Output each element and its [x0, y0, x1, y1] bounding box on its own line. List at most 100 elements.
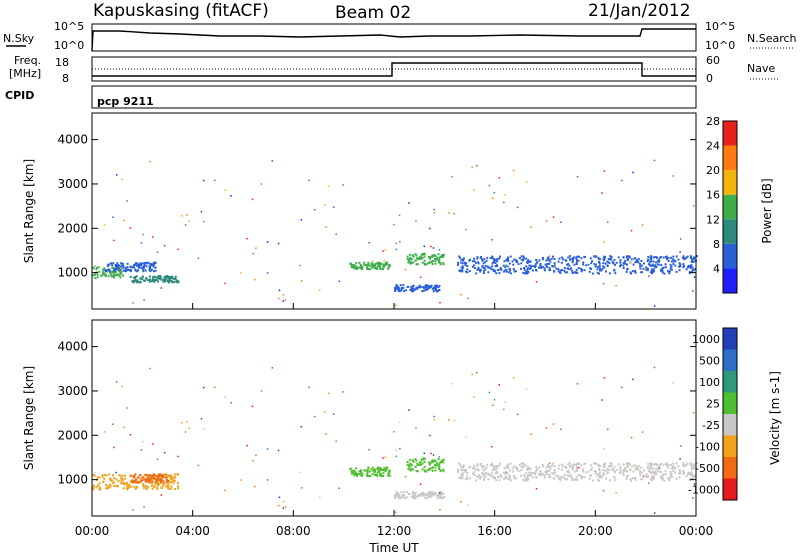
velocity-echo-point	[388, 474, 391, 477]
power-echo-point	[133, 264, 136, 267]
velocity-echo-point	[374, 473, 377, 476]
velocity-noise-point	[433, 415, 435, 418]
power-noise-point	[433, 208, 435, 211]
velocity-echo-point	[394, 495, 397, 498]
power-echo-point	[130, 269, 133, 272]
velocity-noise-point	[535, 488, 538, 490]
power-echo-point	[579, 267, 582, 270]
power-echo-point	[96, 273, 99, 276]
velocity-echo-point	[411, 496, 414, 499]
power-echo-point	[508, 267, 511, 270]
power-echo-point	[662, 256, 665, 259]
velocity-echo-point	[177, 487, 180, 490]
power-echo-point	[376, 265, 379, 268]
power-echo-point	[608, 261, 611, 264]
power-echo-point	[412, 290, 415, 293]
power-echo-point	[380, 262, 383, 265]
power-echo-point	[561, 258, 564, 261]
power-echo-point	[142, 265, 145, 268]
velocity-echo-point	[437, 494, 440, 497]
power-echo-point	[546, 262, 549, 265]
power-noise-point	[163, 244, 166, 247]
power-echo-point	[478, 268, 481, 271]
power-echo-point	[93, 274, 96, 277]
power-echo-point	[639, 263, 642, 266]
power-echo-point	[122, 266, 125, 269]
power-noise-point	[549, 255, 551, 257]
power-echo-point	[545, 259, 548, 262]
power-echo-point	[473, 264, 476, 267]
velocity-echo-point	[174, 488, 177, 491]
power-echo-point	[427, 284, 430, 287]
velocity-noise-point	[408, 409, 410, 411]
power-echo-point	[383, 263, 386, 266]
velocity-echo-point	[410, 463, 413, 466]
velocity-echo-point	[607, 465, 610, 468]
power-echo-point	[415, 286, 418, 289]
velocity-echo-point	[553, 471, 556, 474]
velocity-noise-point	[525, 388, 528, 391]
power-noise-point	[103, 224, 106, 226]
power-noise-point	[602, 282, 605, 285]
velocity-echo-point	[125, 482, 128, 485]
power-noise-point	[552, 216, 555, 218]
power-echo-point	[528, 260, 531, 263]
power-echo-point	[410, 261, 413, 264]
power-echo-point	[547, 258, 550, 261]
velocity-echo-point	[659, 476, 662, 479]
velocity-echo-point	[167, 482, 170, 485]
velocity-echo-point	[153, 486, 156, 489]
power-echo-point	[382, 268, 385, 271]
power-echo-point	[479, 270, 482, 273]
velocity-echo-point	[539, 472, 542, 475]
velocity-noise-point	[493, 398, 496, 401]
velocity-echo-point	[459, 463, 462, 466]
power-echo-point	[591, 272, 594, 275]
power-echo-point	[499, 255, 502, 258]
velocity-echo-point	[423, 465, 426, 468]
freq-left-tick-top: 18	[55, 56, 69, 69]
velocity-noise-point	[202, 386, 205, 389]
velocity-echo-point	[637, 465, 640, 468]
velocity-echo-point	[663, 479, 666, 482]
velocity-echo-point	[535, 468, 538, 471]
power-echo-point	[652, 264, 655, 267]
noise-left-tick-top: 10^5	[54, 20, 84, 33]
velocity-echo-point	[645, 473, 648, 476]
power-echo-point	[482, 262, 485, 265]
velocity-noise-point	[143, 506, 145, 508]
power-echo-point	[461, 262, 464, 265]
power-echo-point	[111, 264, 114, 267]
velocity-echo-point	[109, 479, 112, 482]
time-tick-label: 16:00	[477, 524, 512, 538]
velocity-echo-point	[650, 465, 653, 468]
velocity-echo-point	[506, 472, 509, 475]
power-echo-point	[418, 256, 421, 259]
velocity-echo-point	[96, 476, 99, 479]
power-echo-point	[135, 275, 138, 278]
velocity-echo-point	[619, 468, 622, 471]
power-echo-point	[374, 267, 377, 270]
velocity-echo-point	[428, 490, 431, 493]
power-noise-point	[129, 227, 132, 229]
power-echo-point	[551, 255, 554, 258]
time-axis-label: Time UT	[368, 541, 419, 554]
power-noise-point	[442, 254, 445, 257]
velocity-echo-point	[484, 468, 487, 471]
velocity-echo-point	[108, 486, 111, 489]
power-echo-point	[118, 267, 121, 270]
velocity-echo-point	[639, 474, 642, 477]
velocity-noise-point	[129, 434, 132, 436]
power-echo-point	[148, 266, 151, 269]
velocity-echo-point	[652, 471, 655, 474]
velocity-colorbar-segment	[723, 371, 737, 393]
velocity-echo-point	[111, 479, 114, 482]
velocity-echo-point	[92, 474, 95, 477]
power-echo-point	[567, 262, 570, 265]
velocity-echo-point	[411, 459, 414, 462]
power-echo-point	[363, 261, 366, 264]
velocity-noise-point	[126, 407, 128, 409]
velocity-echo-point	[430, 467, 433, 470]
power-echo-point	[651, 263, 654, 266]
power-echo-point	[624, 260, 627, 263]
